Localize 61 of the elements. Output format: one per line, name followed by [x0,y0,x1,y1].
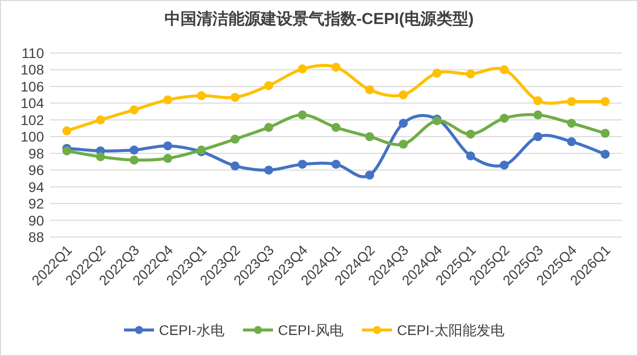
point [533,96,542,106]
chart-title: 中国清洁能源建设景气指数-CEPI(电源类型) [164,10,474,28]
point [500,114,509,123]
point [365,132,374,142]
point [500,160,509,170]
y-tick-label: 88 [28,229,44,245]
point [130,105,139,114]
y-tick-label: 90 [28,212,44,228]
point [230,92,240,102]
point [163,154,172,163]
point [466,130,476,139]
point [298,110,307,120]
point [398,118,408,128]
point [332,160,340,169]
point [298,64,307,74]
legend-label: CEPI-太阳能发电 [397,322,504,338]
point [96,115,105,124]
point [163,95,172,104]
y-tick-label: 100 [20,128,44,145]
point [398,90,408,100]
point [365,170,374,180]
point [264,166,274,175]
point [230,134,240,144]
legend-label: CEPI-风电 [278,322,344,338]
y-tick-label: 94 [28,178,44,195]
point [130,156,139,165]
point [62,126,72,136]
y-tick-label: 108 [20,62,44,78]
point [600,150,610,159]
point [332,122,340,132]
point [264,122,274,132]
point [600,128,610,138]
point [332,62,340,72]
point [298,160,307,169]
point [567,137,576,146]
point [533,110,542,120]
point [196,91,206,100]
point [264,81,274,90]
point [163,141,172,150]
point [96,152,105,162]
point [567,118,576,128]
point [500,65,509,74]
point [466,69,476,78]
point [600,97,610,106]
y-tick-label: 96 [28,162,44,178]
y-tick-label: 92 [28,196,44,212]
y-tick-label: 102 [20,112,44,128]
point [365,85,374,94]
y-tick-label: 106 [20,78,44,94]
y-tick-label: 98 [28,145,44,162]
y-tick-label: 110 [22,45,44,61]
y-tick-label: 104 [20,95,44,112]
legend-label: CEPI-水电 [159,322,224,338]
point [533,132,542,142]
point [567,97,576,106]
point [398,140,408,149]
point [432,68,442,78]
point [130,146,139,155]
point [62,146,72,156]
point [230,161,240,170]
point [466,151,476,160]
